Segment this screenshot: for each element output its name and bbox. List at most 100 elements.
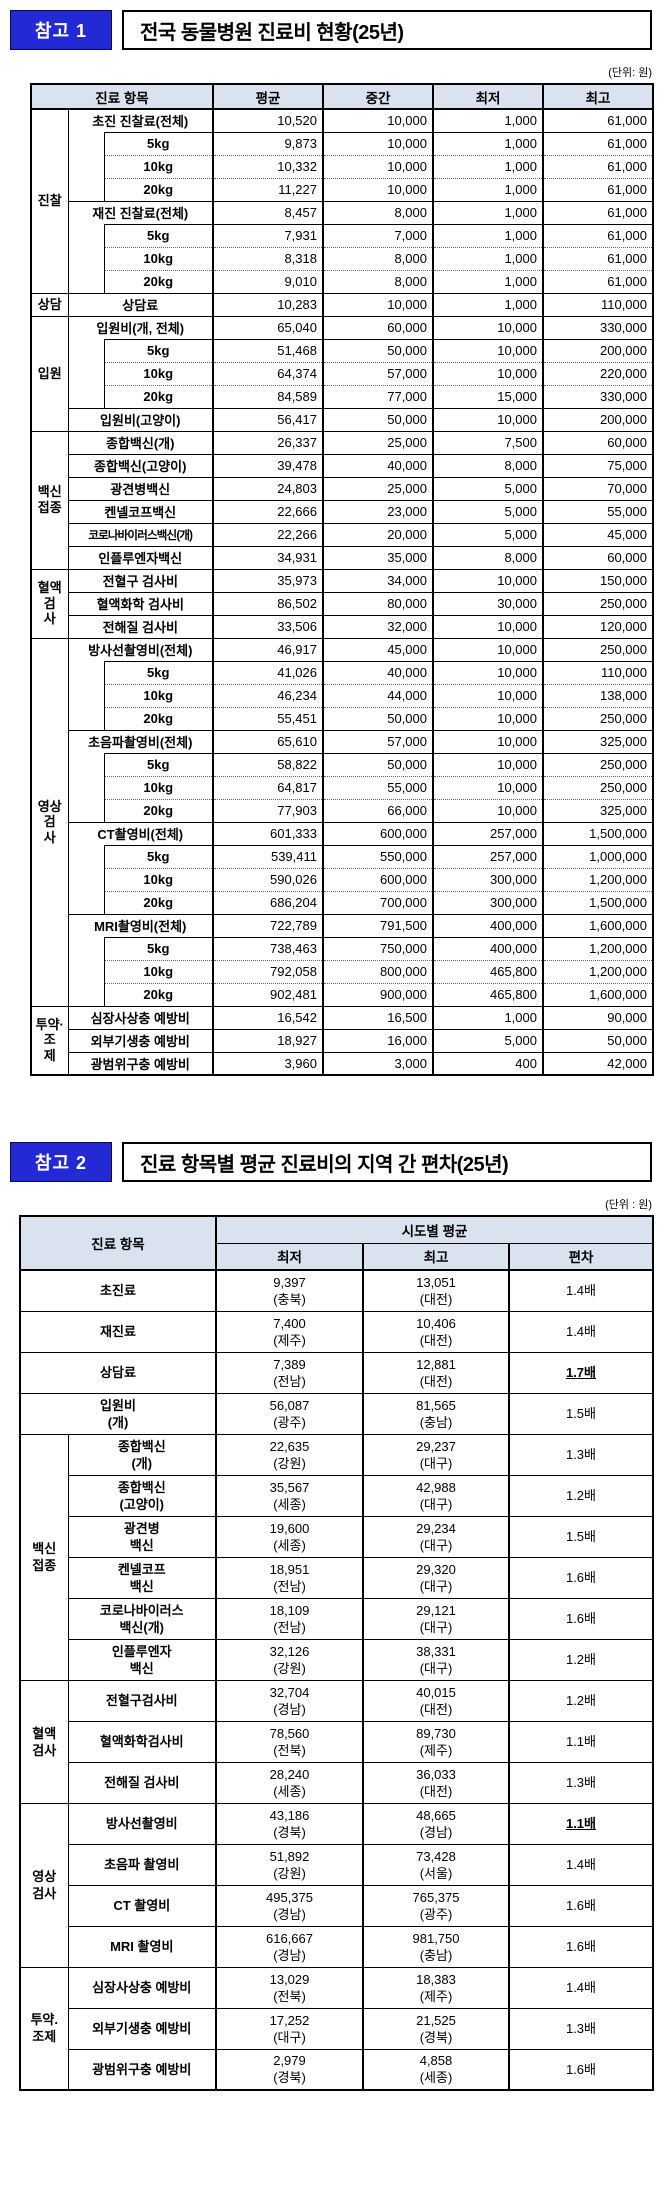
table-row: CT 촬영비 495,375 (경남) 765,375 (광주) 1.6배 — [20, 1884, 653, 1926]
cell-highest-value: 21,525 (경북) — [362, 2007, 509, 2049]
cell-indent-strip — [67, 224, 104, 293]
table-row: 투약·조 제 심장사상충 예방비 16,542 16,500 1,000 90,000 — [31, 1005, 653, 1075]
cell-highest-value: 73,428 (서울) — [362, 1843, 509, 1885]
cell-median: 16,500 — [322, 1005, 433, 1029]
cell-mean: 64,817 — [212, 775, 323, 799]
table-row: 광견병백신 24,803 25,000 5,000 70,000 — [31, 476, 653, 500]
cell-highest-value: 81,565 (충남) — [362, 1392, 509, 1434]
cell-max: 61,000 — [542, 108, 653, 132]
cell-max: 60,000 — [542, 430, 653, 454]
cell-weight-label: 5kg — [103, 223, 213, 247]
cell-median: 16,000 — [322, 1028, 433, 1052]
table-row: 켄넬코프백신 22,666 23,000 5,000 55,000 — [31, 499, 653, 523]
cell-group-label: 입원 — [31, 315, 68, 431]
cell-item-label: 방사선촬영비(전체) — [67, 637, 213, 661]
cell-median: 550,000 — [322, 844, 433, 868]
table-row: 백신 접종 종합백신(개) 26,337 25,000 7,500 60,000 — [31, 430, 653, 569]
cell-min: 1,000 — [432, 108, 543, 132]
table-row: 코로나바이러스백신(개) 22,266 20,000 5,000 45,000 — [31, 522, 653, 546]
cell-median: 80,000 — [322, 591, 433, 615]
cell-group-label: 투약. 조제 — [20, 1966, 68, 2090]
document-page: { "colors":{"accent_blue":"#2329d4","tab… — [0, 10, 660, 2188]
cell-min: 10,000 — [432, 315, 543, 339]
cell-min: 5,000 — [432, 1028, 543, 1052]
cell-weight-label: 10kg — [103, 246, 213, 270]
column-header-lowest: 최저 — [215, 1242, 363, 1270]
deviation-ratio: 1.6배 — [565, 1611, 597, 1626]
cell-max: 200,000 — [542, 338, 653, 362]
table2-header-row-2: 최저 최고 편차 — [20, 1242, 653, 1270]
cell-max: 110,000 — [542, 660, 653, 684]
cell-item-label: 초진 진찰료(전체) — [67, 108, 213, 132]
cell-mean: 10,332 — [212, 154, 323, 178]
cell-max: 50,000 — [542, 1028, 653, 1052]
cell-item-label: 전해질 검사비 — [67, 614, 213, 638]
cell-max: 250,000 — [542, 775, 653, 799]
cell-mean: 11,227 — [212, 177, 323, 201]
cell-mean: 902,481 — [212, 982, 323, 1006]
cell-mean: 65,040 — [212, 315, 323, 339]
cell-item-label: CT 촬영비 — [67, 1884, 216, 1926]
cell-median: 8,000 — [322, 200, 433, 224]
deviation-ratio: 1.3배 — [565, 2021, 597, 2036]
cell-lowest-value: 18,951 (전남) — [215, 1556, 363, 1598]
table-row: 20kg 686,204 700,000 300,000 1,500,000 — [31, 890, 653, 914]
cell-min: 10,000 — [432, 637, 543, 661]
cell-median: 791,500 — [322, 913, 433, 937]
cell-deviation-ratio: 1.4배 — [508, 1269, 653, 1311]
cell-max: 1,500,000 — [542, 890, 653, 914]
cell-deviation-ratio: 1.4배 — [508, 1310, 653, 1352]
cell-item-label: 종합백신(개) — [67, 430, 213, 454]
cell-max: 55,000 — [542, 499, 653, 523]
cell-min: 10,000 — [432, 729, 543, 753]
cell-max: 1,600,000 — [542, 913, 653, 937]
cell-deviation-ratio: 1.6배 — [508, 1925, 653, 1967]
cell-median: 32,000 — [322, 614, 433, 638]
table-row: MRI촬영비(전체) 722,789 791,500 400,000 1,600,000 — [31, 913, 653, 937]
cell-mean: 34,931 — [212, 545, 323, 569]
cell-weight-label: 20kg — [103, 798, 213, 822]
cell-max: 1,600,000 — [542, 982, 653, 1006]
cell-min: 5,000 — [432, 476, 543, 500]
cell-mean: 8,457 — [212, 200, 323, 224]
cell-item-label: 입원비(고양이) — [67, 407, 213, 431]
cell-highest-value: 89,730 (제주) — [362, 1720, 509, 1762]
cell-max: 138,000 — [542, 683, 653, 707]
cell-lowest-value: 7,400 (제주) — [215, 1310, 363, 1352]
table-row: 10kg 64,817 55,000 10,000 250,000 — [31, 775, 653, 799]
cell-min: 257,000 — [432, 844, 543, 868]
cell-group-label: 진찰 — [31, 108, 68, 293]
cell-median: 44,000 — [322, 683, 433, 707]
cell-weight-label: 10kg — [103, 867, 213, 891]
cell-max: 250,000 — [542, 591, 653, 615]
cell-group-label: 백신 접종 — [31, 430, 68, 569]
cell-median: 50,000 — [322, 407, 433, 431]
column-header-region-average: 시도별 평균 — [215, 1215, 653, 1243]
cell-median: 40,000 — [322, 453, 433, 477]
table-row: 혈액검 사 전혈구 검사비 35,973 34,000 10,000 150,000 — [31, 568, 653, 638]
deviation-ratio: 1.3배 — [565, 1775, 597, 1790]
reference-badge-2: 참고 2 — [10, 1142, 112, 1182]
cell-max: 1,200,000 — [542, 867, 653, 891]
cell-max: 1,200,000 — [542, 959, 653, 983]
cell-mean: 86,502 — [212, 591, 323, 615]
table-row: 진찰 초진 진찰료(전체) 10,520 10,000 1,000 61,000 — [31, 108, 653, 293]
cell-max: 1,200,000 — [542, 936, 653, 960]
cell-item-label: 인플루엔자백신 — [67, 545, 213, 569]
cell-group-label: 혈액 검사 — [20, 1679, 68, 1803]
cell-median: 50,000 — [322, 338, 433, 362]
column-header-item: 진료 항목 — [20, 1215, 216, 1270]
cell-median: 34,000 — [322, 568, 433, 592]
cell-deviation-ratio: 1.4배 — [508, 1966, 653, 2008]
cell-lowest-value: 32,126 (강원) — [215, 1638, 363, 1680]
table-row: 인플루엔자 백신 32,126 (강원) 38,331 (대구) 1.2배 — [20, 1638, 653, 1680]
cell-mean: 738,463 — [212, 936, 323, 960]
cell-item-label: 상담료 — [67, 292, 213, 316]
table-row: 외부기생충 예방비 18,927 16,000 5,000 50,000 — [31, 1028, 653, 1052]
deviation-ratio: 1.5배 — [565, 1406, 597, 1421]
cell-max: 61,000 — [542, 223, 653, 247]
cell-mean: 55,451 — [212, 706, 323, 730]
cell-median: 60,000 — [322, 315, 433, 339]
cell-min: 10,000 — [432, 614, 543, 638]
cell-highest-value: 18,383 (제주) — [362, 1966, 509, 2008]
